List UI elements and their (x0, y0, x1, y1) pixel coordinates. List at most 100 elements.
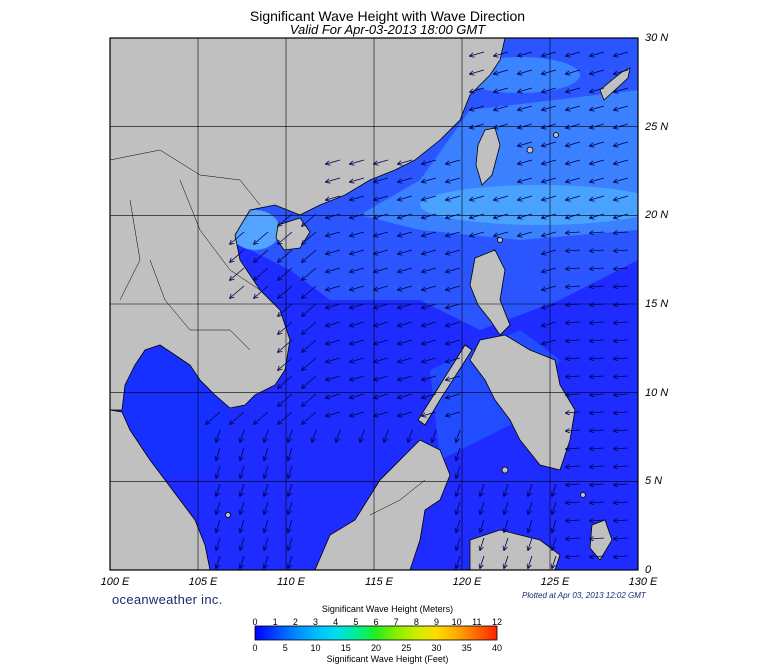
wave-direction-arrow (504, 519, 509, 532)
wave-direction-arrow (240, 519, 245, 532)
wave-direction-arrow (590, 340, 605, 341)
wave-direction-arrow (422, 357, 437, 362)
wave-direction-arrow (408, 429, 413, 442)
wave-direction-arrow (590, 502, 605, 503)
wave-direction-arrow (288, 501, 293, 514)
wave-direction-arrow (432, 429, 437, 442)
colorbar-gradient (254, 625, 498, 641)
wave-direction-arrow (374, 177, 389, 182)
wave-direction-arrow (470, 69, 485, 74)
wave-direction-arrow (446, 159, 461, 164)
wave-direction-arrow (216, 429, 221, 442)
latitude-label: 0 (645, 564, 652, 576)
wave-direction-arrow (566, 376, 581, 377)
wave-direction-arrow (278, 267, 293, 280)
wave-direction-arrow (446, 303, 461, 308)
wave-direction-arrow (398, 303, 413, 308)
wave-direction-arrow (590, 448, 605, 449)
wave-direction-arrow (614, 502, 629, 503)
wave-direction-arrow (518, 213, 533, 218)
wave-direction-arrow (590, 69, 605, 74)
wave-direction-arrow (278, 303, 293, 316)
brand-logo-text: oceanweather inc. (112, 592, 223, 607)
wave-direction-arrow (446, 267, 461, 272)
colorbar-feet-tick: 35 (461, 643, 472, 653)
border-china-south (110, 149, 261, 206)
wave-direction-arrow (446, 375, 461, 380)
wave-direction-arrow (566, 232, 581, 233)
wave-direction-arrow (590, 286, 605, 287)
wave-direction-arrow (398, 285, 413, 290)
wave-direction-arrow (326, 159, 341, 164)
wave-direction-arrow (456, 537, 461, 550)
wave-direction-arrow (374, 249, 389, 254)
wave-direction-arrow (350, 177, 365, 182)
map-title: Significant Wave Height with Wave Direct… (249, 8, 526, 24)
wave-direction-arrow (216, 537, 221, 550)
colorbar-feet-tick: 10 (310, 643, 321, 653)
wave-direction-arrow (312, 429, 317, 442)
wave-direction-arrow (518, 159, 533, 164)
wave-direction-arrow (422, 321, 437, 326)
wave-direction-arrow (216, 465, 221, 478)
wave-direction-arrow (614, 250, 629, 251)
wave-direction-arrow (398, 375, 413, 380)
land-ryukyu (599, 67, 631, 101)
map-frame (109, 37, 639, 571)
wave-direction-arrow (398, 411, 413, 416)
wave-direction-arrow (566, 358, 581, 359)
wave-direction-arrow (422, 393, 437, 398)
land-palawan (417, 344, 473, 426)
wave-direction-arrow (504, 555, 509, 568)
wave-direction-arrow (230, 231, 245, 244)
wave-direction-arrow (278, 375, 293, 388)
colorbar-meter-tick: 8 (413, 617, 419, 627)
wave-direction-arrow (542, 105, 557, 110)
wave-direction-arrow (374, 321, 389, 326)
colorbar-meter-tick: 1 (272, 617, 278, 627)
wave-direction-arrow (422, 285, 437, 290)
wave-direction-arrow (590, 195, 605, 200)
colorbar-meter-tick: 2 (292, 617, 298, 627)
wave-direction-arrow (216, 447, 221, 460)
wave-direction-arrow (528, 537, 533, 550)
wave-direction-arrow (590, 213, 605, 218)
wave-direction-arrow (422, 339, 437, 344)
wave-direction-arrow (614, 177, 629, 182)
land-taiwan (475, 127, 501, 186)
wave-direction-arrow (216, 519, 221, 532)
wave-direction-arrow (590, 51, 605, 56)
wave-direction-arrow (350, 285, 365, 290)
wave-direction-arrow (398, 249, 413, 254)
colorbar-meter-tick: 9 (433, 617, 440, 627)
wave-direction-arrow (254, 267, 269, 280)
wave-direction-arrow (456, 465, 461, 478)
wave-direction-arrow (614, 430, 629, 431)
wave-direction-arrow (614, 520, 629, 521)
wave-direction-arrow (614, 232, 629, 233)
wave-direction-arrow (446, 177, 461, 182)
land-malay-peninsula (110, 409, 211, 570)
wave-direction-arrow (470, 51, 485, 56)
wave-direction-arrow (614, 105, 629, 110)
wave-direction-arrow (422, 213, 437, 218)
land-halmahera (589, 519, 613, 561)
wave-direction-arrow (542, 339, 557, 344)
wave-direction-arrow (240, 555, 245, 568)
wave-direction-arrow (326, 177, 341, 182)
wave-direction-arrow (566, 412, 581, 413)
wave-direction-arrow (470, 87, 485, 92)
longitude-label: 120 E (452, 576, 482, 588)
latitude-label: 30 N (645, 32, 669, 44)
wave-direction-arrow (614, 304, 629, 305)
wave-direction-arrow (566, 51, 581, 56)
wave-direction-arrow (446, 195, 461, 200)
wave-direction-arrow (494, 213, 509, 218)
wave-direction-arrow (398, 393, 413, 398)
wave-direction-arrow (590, 232, 605, 233)
land-borneo (314, 439, 451, 570)
wave-direction-arrow (456, 519, 461, 532)
wave-direction-arrow (288, 429, 293, 442)
wave-direction-arrow (240, 447, 245, 460)
